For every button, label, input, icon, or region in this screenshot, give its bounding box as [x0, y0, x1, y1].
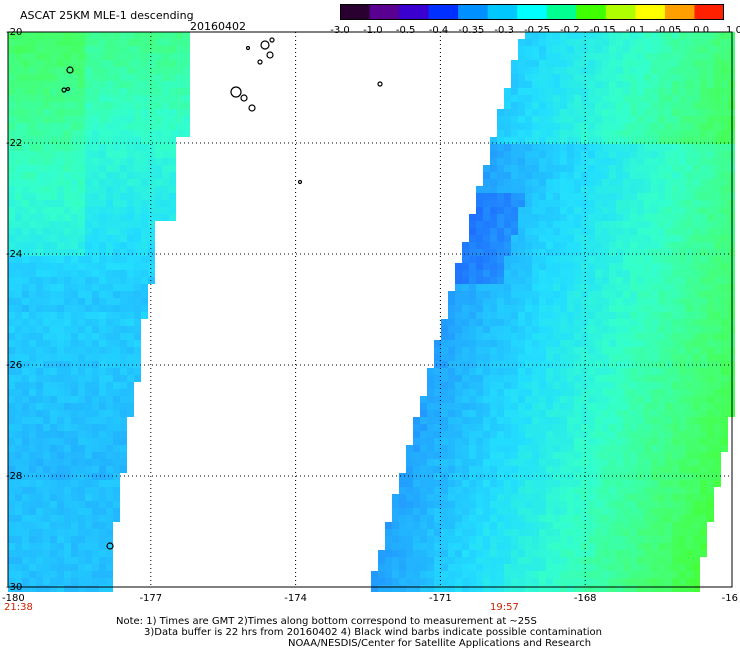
island: [65, 86, 71, 92]
colorbar-label: -0.2: [560, 25, 580, 36]
colorbar-segment: [605, 4, 636, 20]
lon-label: -16: [722, 593, 738, 604]
note-line-3: NOAA/NESDIS/Center for Satellite Applica…: [288, 638, 592, 649]
note-line-1: Note: 1) Times are GMT 2)Times along bot…: [116, 616, 537, 627]
lat-lon-grid: [7, 31, 733, 588]
colorbar-segment: [576, 4, 607, 20]
colorbar-label: 1.0: [726, 25, 740, 36]
lat-label: -30: [6, 582, 22, 593]
plot-frame: [7, 31, 733, 588]
colorbar-segment: [487, 4, 518, 20]
colorbar-segment: [694, 4, 724, 20]
colorbar: [340, 4, 724, 20]
island: [61, 87, 67, 93]
colorbar-label: -0.4: [428, 25, 449, 36]
lon-label: -174: [284, 593, 307, 604]
lon-label: -168: [574, 593, 597, 604]
island: [269, 37, 275, 43]
island: [377, 81, 383, 87]
colorbar-segment: [664, 4, 695, 20]
lat-label: -26: [6, 360, 22, 371]
product-date: 20160402: [190, 20, 246, 33]
colorbar-segment: [340, 4, 371, 20]
swath-time: 21:38: [4, 602, 33, 613]
colorbar-label: -0.5: [395, 25, 416, 36]
colorbar-label: -1.0: [363, 25, 383, 36]
lon-label: -180: [2, 593, 25, 604]
island: [248, 104, 256, 112]
island: [245, 45, 251, 51]
colorbar-segment: [517, 4, 548, 20]
colorbar-label: -0.15: [589, 25, 616, 36]
product-title: ASCAT 25KM MLE-1 descending: [20, 9, 194, 22]
note-line-2: 3)Data buffer is 22 hrs from 20160402 4)…: [144, 627, 602, 638]
colorbar-segment: [399, 4, 430, 20]
lat-label: -20: [6, 27, 22, 38]
colorbar-label: -0.35: [458, 25, 485, 36]
lon-label: -171: [429, 593, 452, 604]
colorbar-labels: -3.0 -1.0 -0.5 -0.4 -0.35 -0.3 -0.25 -0.2 -0.15-…: [330, 25, 740, 39]
colorbar-label: -0.25: [524, 25, 550, 36]
swath-right: [371, 32, 735, 592]
lat-label: -22: [6, 138, 22, 149]
axis-labels: -20 -22 -24 -26 -28 -30-180 -177 -174 -171 -168 -1…: [2, 27, 738, 613]
colorbar-label: -0.05: [655, 25, 682, 36]
colorbar-segment: [546, 4, 577, 20]
colorbar-segment: [428, 4, 459, 20]
island: [230, 86, 242, 98]
swath-time: 19:57: [490, 602, 519, 613]
lon-label: -177: [139, 593, 162, 604]
colorbar-segment: [369, 4, 400, 20]
colorbar-label: -0.1: [625, 25, 646, 36]
footer-notes: Note: 1) Times are GMT 2)Times along bot…: [116, 616, 602, 649]
colorbar-segment: [635, 4, 666, 20]
land-features: [61, 37, 383, 550]
swath-left: [8, 32, 190, 592]
colorbar-label: -0.3: [494, 25, 514, 36]
lat-label: -28: [6, 471, 22, 482]
lat-label: -24: [6, 249, 22, 260]
island: [297, 179, 303, 185]
island: [66, 66, 74, 74]
island: [240, 94, 248, 102]
island: [106, 542, 114, 550]
colorbar-label: 0.0: [693, 25, 710, 36]
colorbar-segment: [458, 4, 489, 20]
colorbar-label: -3.0: [330, 25, 350, 36]
island: [257, 59, 263, 65]
island: [260, 40, 270, 50]
island: [266, 51, 274, 59]
